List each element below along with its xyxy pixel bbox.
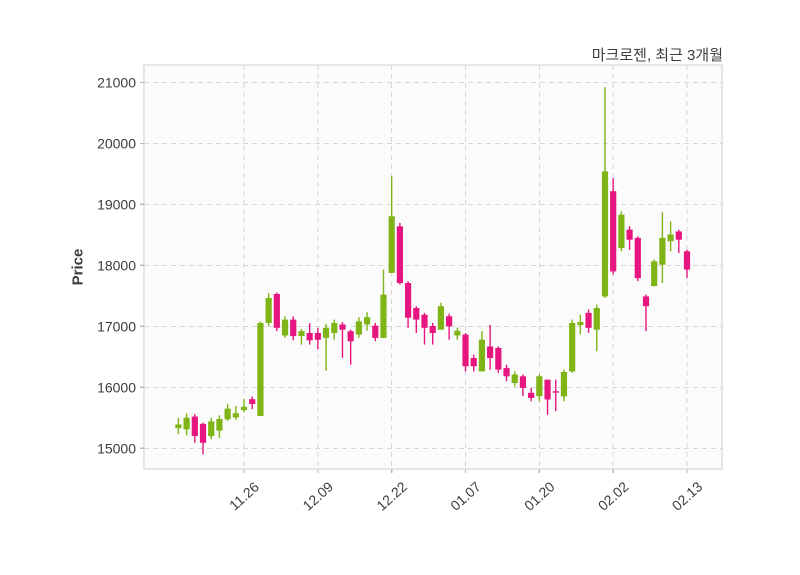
candle-body-up	[659, 237, 666, 265]
candle-body-up	[454, 330, 461, 336]
candle-body-up	[298, 331, 305, 337]
candle-body-down	[462, 334, 469, 367]
candle-body-up	[388, 216, 395, 273]
candle-body-up	[208, 421, 215, 437]
y-tick-label: 20000	[97, 135, 136, 151]
candle-body-up	[437, 306, 445, 330]
candle-body-down	[372, 325, 379, 338]
candle-body-down	[642, 296, 650, 307]
candle-body-up	[232, 413, 239, 418]
chart-title: 마크로젠, 최근 3개월	[591, 47, 723, 64]
candle-body-down	[249, 399, 256, 405]
candle-body-up	[651, 261, 658, 287]
candle-body-down	[339, 324, 346, 330]
candle-body-down	[634, 237, 641, 279]
candle-body-down	[528, 392, 535, 398]
x-tick-label: 02.02	[595, 478, 632, 513]
y-tick-label: 18000	[97, 257, 136, 273]
candle-body-down	[290, 319, 297, 337]
x-tick-label: 12.09	[299, 478, 336, 513]
candle-body-up	[511, 374, 518, 384]
candle-body-up	[536, 376, 543, 397]
x-tick-label: 01.07	[447, 478, 484, 513]
candle-body-down	[314, 333, 321, 340]
candle-body-up	[224, 408, 231, 420]
candle-body-up	[560, 372, 568, 397]
candle-body-down	[404, 283, 412, 318]
candle-body-up	[216, 418, 223, 431]
candle-body-up	[618, 214, 625, 248]
candle-body-up	[257, 322, 264, 416]
candle-body-down	[421, 314, 428, 328]
y-tick-label: 19000	[97, 196, 136, 212]
candle-body-up	[355, 321, 362, 335]
candle-body-down	[544, 379, 551, 400]
candle-body-up	[577, 322, 584, 326]
candle-body-down	[552, 391, 559, 393]
candle-body-down	[519, 376, 527, 388]
candle-body-up	[601, 171, 609, 297]
candle-body-down	[199, 423, 207, 443]
candle-body-down	[610, 191, 617, 272]
y-tick-label: 17000	[97, 318, 136, 334]
y-tick-label: 15000	[97, 440, 136, 456]
candle-body-down	[413, 308, 420, 320]
candle-body-down	[191, 416, 198, 437]
x-tick-label: 02.13	[669, 478, 706, 513]
x-tick-label: 11.26	[226, 479, 262, 514]
candle-body-up	[380, 294, 387, 338]
candle-body-up	[593, 308, 600, 330]
candle-body-up	[569, 322, 576, 372]
candle-body-down	[347, 331, 354, 342]
x-tick-label: 01.20	[521, 478, 558, 513]
y-tick-label: 21000	[97, 74, 136, 90]
plot-panel	[143, 64, 723, 470]
candle-body-down	[306, 333, 313, 341]
candle-body-up	[667, 234, 674, 242]
candle-body-down	[446, 316, 453, 327]
candle-body-up	[265, 297, 272, 323]
candle-body-down	[495, 347, 502, 370]
candle-body-down	[273, 293, 280, 328]
candle-body-up	[363, 317, 371, 325]
candle-body-up	[322, 327, 330, 338]
candle-body-up	[183, 417, 190, 430]
candle-body-down	[585, 312, 592, 328]
candle-body-up	[175, 424, 182, 429]
candle-body-down	[503, 368, 510, 377]
x-tick-label: 12.22	[373, 478, 410, 513]
candle-body-down	[396, 226, 403, 284]
candle-body-down	[470, 358, 477, 367]
candle-body-up	[478, 339, 486, 372]
candle-body-up	[240, 406, 248, 411]
candle-body-up	[331, 322, 338, 334]
candle-body-down	[683, 251, 691, 270]
y-tick-label: 16000	[97, 379, 136, 395]
candle-body-down	[626, 229, 633, 240]
candle-body-down	[429, 325, 436, 334]
candle-body-up	[281, 319, 289, 336]
candle-body-down	[487, 346, 494, 359]
candle-body-down	[675, 231, 682, 240]
